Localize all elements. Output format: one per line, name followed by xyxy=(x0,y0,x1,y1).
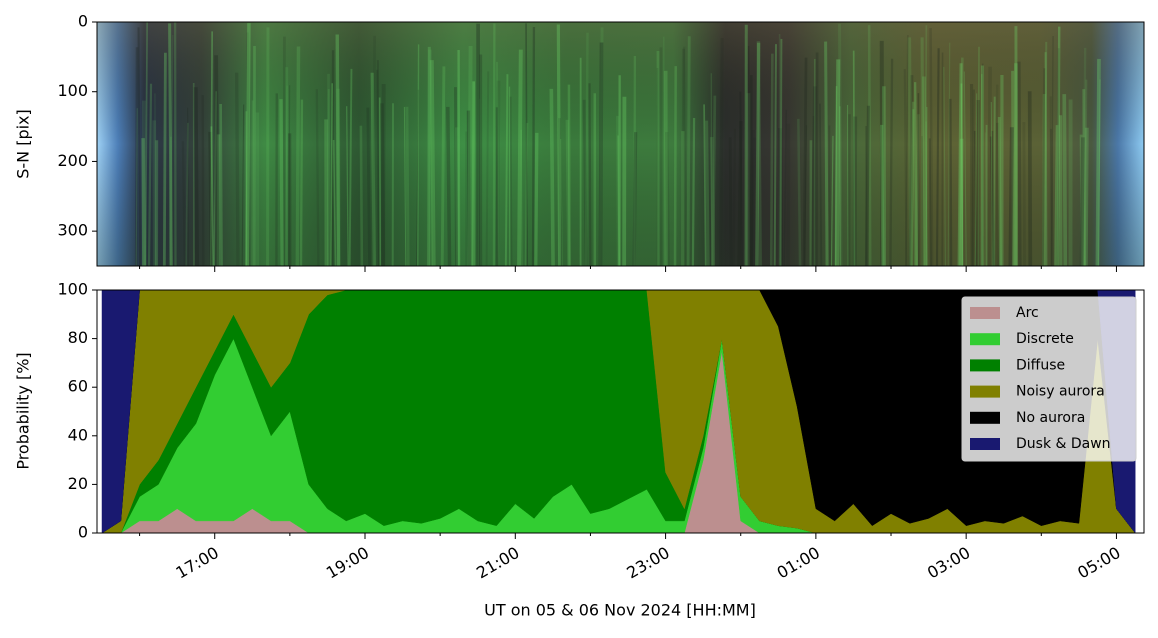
legend-label: Diffuse xyxy=(1016,357,1065,373)
y-tick-label: 200 xyxy=(57,151,88,170)
y-tick-label: 300 xyxy=(57,221,88,240)
legend-swatch xyxy=(970,307,1000,319)
y-tick-label: 100 xyxy=(57,81,88,100)
legend: Arc Discrete Diffuse Noisy aurora No aurora D… xyxy=(961,296,1137,462)
x-tick-label: 05:00 xyxy=(1074,543,1123,583)
legend-swatch xyxy=(970,333,1000,346)
bottom-frame xyxy=(96,289,1145,534)
y-tick-label: 40 xyxy=(68,425,88,444)
x-tick-label: 19:00 xyxy=(323,543,372,583)
y-tick-label: 80 xyxy=(68,328,88,347)
x-tick-label: 01:00 xyxy=(774,543,823,583)
x-tick-label: 17:00 xyxy=(173,543,222,583)
y-tick-label: 0 xyxy=(78,12,88,31)
legend-label: Discrete xyxy=(1016,331,1074,347)
x-tick-label: 03:00 xyxy=(924,543,973,583)
y-tick-label: 60 xyxy=(68,377,88,396)
top-frame xyxy=(96,21,1145,267)
top-y-label: S-N [pix] xyxy=(14,109,33,179)
legend-box xyxy=(961,296,1137,462)
x-tick-label: 21:00 xyxy=(473,543,522,583)
x-tick-label: 23:00 xyxy=(623,543,672,583)
bottom-y-label: Probability [%] xyxy=(14,352,33,469)
y-tick-label: 20 xyxy=(68,474,88,493)
legend-swatch xyxy=(970,411,1000,424)
legend-swatch xyxy=(970,385,1000,398)
legend-label: No aurora xyxy=(1016,410,1085,426)
x-label: UT on 05 & 06 Nov 2024 [HH:MM] xyxy=(484,601,756,620)
legend-label: Dusk & Dawn xyxy=(1016,436,1111,452)
legend-label: Noisy aurora xyxy=(1016,384,1105,400)
legend-swatch xyxy=(970,359,1000,372)
legend-swatch xyxy=(970,438,1000,450)
keogram-image xyxy=(97,22,1144,266)
legend-label: Arc xyxy=(1016,305,1039,321)
y-tick-label: 0 xyxy=(78,523,88,542)
y-tick-label: 100 xyxy=(57,280,88,299)
